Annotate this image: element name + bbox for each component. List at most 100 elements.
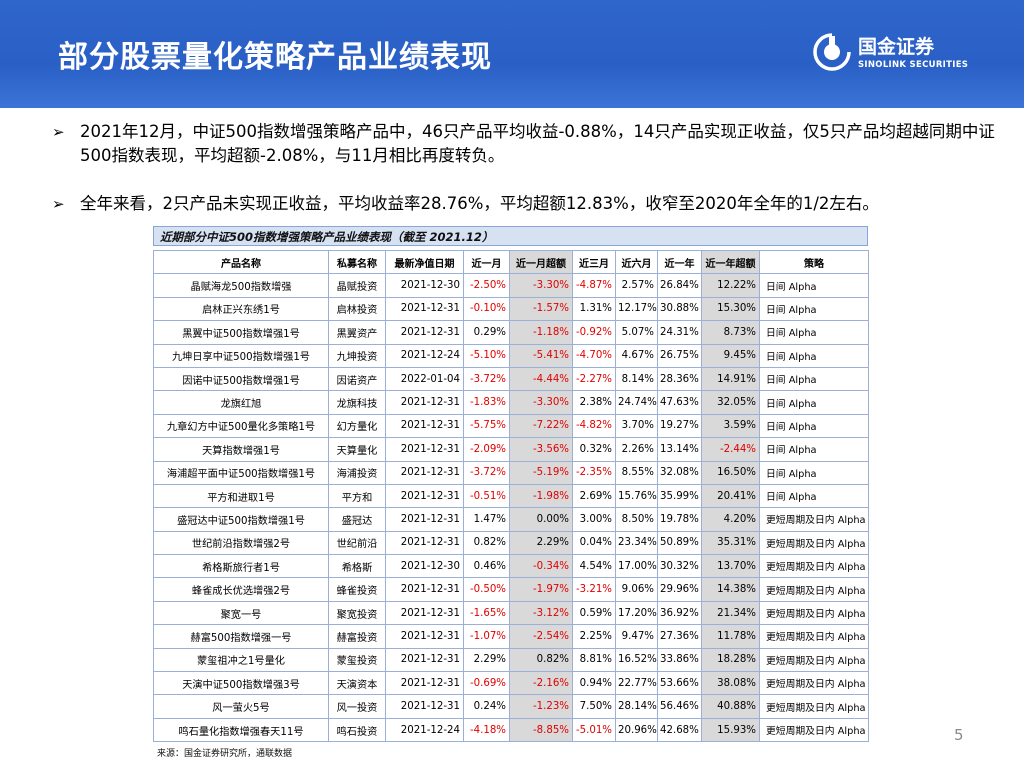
column-header: 近三月 [572, 249, 616, 275]
table-cell: 26.84% [657, 273, 702, 298]
table-cell: 23.34% [615, 530, 658, 556]
table-cell: 8.81% [572, 647, 616, 673]
table-cell: 28.36% [657, 366, 702, 392]
table-cell: 7.50% [572, 694, 616, 719]
table-cell: -1.65% [463, 600, 510, 626]
table-cell: -0.50% [463, 577, 510, 602]
table-cell: 22.77% [615, 671, 658, 696]
table-cell: 更短周期及日内 Alpha [759, 647, 869, 673]
table-cell: 晶赋投资 [328, 273, 386, 298]
table-cell: 希格斯 [328, 554, 386, 579]
table-cell: 2021-12-31 [385, 437, 464, 462]
table-cell: -0.69% [463, 671, 510, 696]
table-cell: -1.23% [509, 694, 573, 719]
table-cell: 30.32% [657, 554, 702, 579]
table-cell: 蒙玺祖冲之1号量化 [153, 647, 329, 673]
table-cell: 2021-12-31 [385, 530, 464, 556]
table-row: 蒙玺祖冲之1号量化 蒙玺投资 2021-12-31 2.29% 0.82% 8.81% 16… [153, 647, 869, 673]
source-note: 来源：国金证券研究所，通联数据 [157, 749, 293, 759]
table-cell: 启林正兴东绣1号 [153, 296, 329, 322]
table-cell: 3.00% [572, 507, 616, 532]
arrow-bullet-icon: ➢ [52, 195, 65, 213]
table-cell: 更短周期及日内 Alpha [759, 577, 869, 602]
table-cell: 盛冠达中证500指数增强1号 [153, 507, 329, 532]
table-cell: 0.46% [463, 554, 510, 579]
table-cell: 平方和 [328, 483, 386, 509]
bullet-text-1: 2021年12月，中证500指数增强策略产品中，46只产品平均收益-0.88%，… [80, 122, 995, 165]
table-cell: 九坤投资 [328, 343, 386, 368]
table-cell: 35.31% [701, 530, 760, 556]
table-cell: 黑翼资产 [328, 320, 386, 345]
table-cell: 15.76% [615, 483, 658, 509]
bullet-point-1: ➢ 2021年12月，中证500指数增强策略产品中，46只产品平均收益-0.88… [52, 120, 1002, 170]
table-cell: 鸣石量化指数增强春天11号 [153, 717, 329, 743]
table-cell: 希格斯旅行者1号 [153, 554, 329, 579]
table-cell: -0.34% [509, 554, 573, 579]
table-cell: 0.32% [572, 437, 616, 462]
table-cell: -4.82% [572, 413, 616, 439]
table-cell: 2021-12-24 [385, 717, 464, 743]
table-cell: 黑翼中证500指数增强1号 [153, 320, 329, 345]
table-cell: 更短周期及日内 Alpha [759, 717, 869, 743]
logo-chinese-name: 国金证券 [858, 36, 935, 58]
table-cell: -3.30% [509, 390, 573, 415]
table-cell: 13.14% [657, 437, 702, 462]
table-row: 天算指数增强1号 天算量化 2021-12-31 -2.09% -3.56% 0.32% 2… [153, 437, 869, 462]
table-cell: 风一投资 [328, 694, 386, 719]
table-cell: 26.75% [657, 343, 702, 368]
table-cell: 0.82% [509, 647, 573, 673]
table-cell: 更短周期及日内 Alpha [759, 624, 869, 649]
table-cell: 日间 Alpha [759, 296, 869, 322]
column-header: 近一月超额 [509, 249, 573, 275]
table-cell: 8.14% [615, 366, 658, 392]
page-number: 5 [954, 726, 964, 744]
table-cell: 2022-01-04 [385, 366, 464, 392]
table-cell: 0.59% [572, 600, 616, 626]
table-cell: 14.91% [701, 366, 760, 392]
column-header: 产品名称 [153, 249, 329, 275]
table-cell: 2.29% [463, 647, 510, 673]
table-cell: 赫富投资 [328, 624, 386, 649]
table-cell: 2021-12-31 [385, 320, 464, 345]
table-row: 九章幻方中证500量化多策略1号 幻方量化 2021-12-31 -5.75% -7.2… [153, 413, 869, 439]
column-header: 最新净值日期 [385, 249, 464, 275]
table-cell: 40.88% [701, 694, 760, 719]
table-cell: 2.29% [509, 530, 573, 556]
table-cell: 盛冠达 [328, 507, 386, 532]
table-cell: 2021-12-31 [385, 624, 464, 649]
table-row: 因诺中证500指数增强1号 因诺资产 2022-01-04 -3.72% -4.44% -… [153, 366, 869, 392]
table-cell: 2021-12-31 [385, 577, 464, 602]
table-cell: -4.18% [463, 717, 510, 743]
table-cell: 16.50% [701, 460, 760, 485]
table-cell: -4.44% [509, 366, 573, 392]
table-cell: 2021-12-31 [385, 507, 464, 532]
table-cell: 聚宽一号 [153, 600, 329, 626]
table-cell: 晶赋海龙500指数增强 [153, 273, 329, 298]
table-cell: 因诺中证500指数增强1号 [153, 366, 329, 392]
table-cell: 龙旗科技 [328, 390, 386, 415]
table-cell: 1.47% [463, 507, 510, 532]
table-cell: 更短周期及日内 Alpha [759, 694, 869, 719]
table-cell: -4.70% [572, 343, 616, 368]
table-cell: 2021-12-31 [385, 600, 464, 626]
table-cell: -1.18% [509, 320, 573, 345]
table-cell: 17.00% [615, 554, 658, 579]
table-cell: 龙旗红旭 [153, 390, 329, 415]
table-cell: 聚宽投资 [328, 600, 386, 626]
table-cell: 38.08% [701, 671, 760, 696]
table-cell: 56.46% [657, 694, 702, 719]
table-cell: 蜂雀投资 [328, 577, 386, 602]
table-cell: 47.63% [657, 390, 702, 415]
table-cell: 53.66% [657, 671, 702, 696]
table-cell: -1.98% [509, 483, 573, 509]
table-cell: 20.41% [701, 483, 760, 509]
table-cell: -3.72% [463, 366, 510, 392]
table-cell: -3.30% [509, 273, 573, 298]
brand-logo: 国金证券 SINOLINK SECURITIES [812, 30, 982, 76]
column-header: 近一年 [657, 249, 702, 275]
column-header: 近一年超额 [701, 249, 760, 275]
table-cell: 15.93% [701, 717, 760, 743]
table-cell: 天算指数增强1号 [153, 437, 329, 462]
table-cell: 0.94% [572, 671, 616, 696]
table-cell: 日间 Alpha [759, 390, 869, 415]
